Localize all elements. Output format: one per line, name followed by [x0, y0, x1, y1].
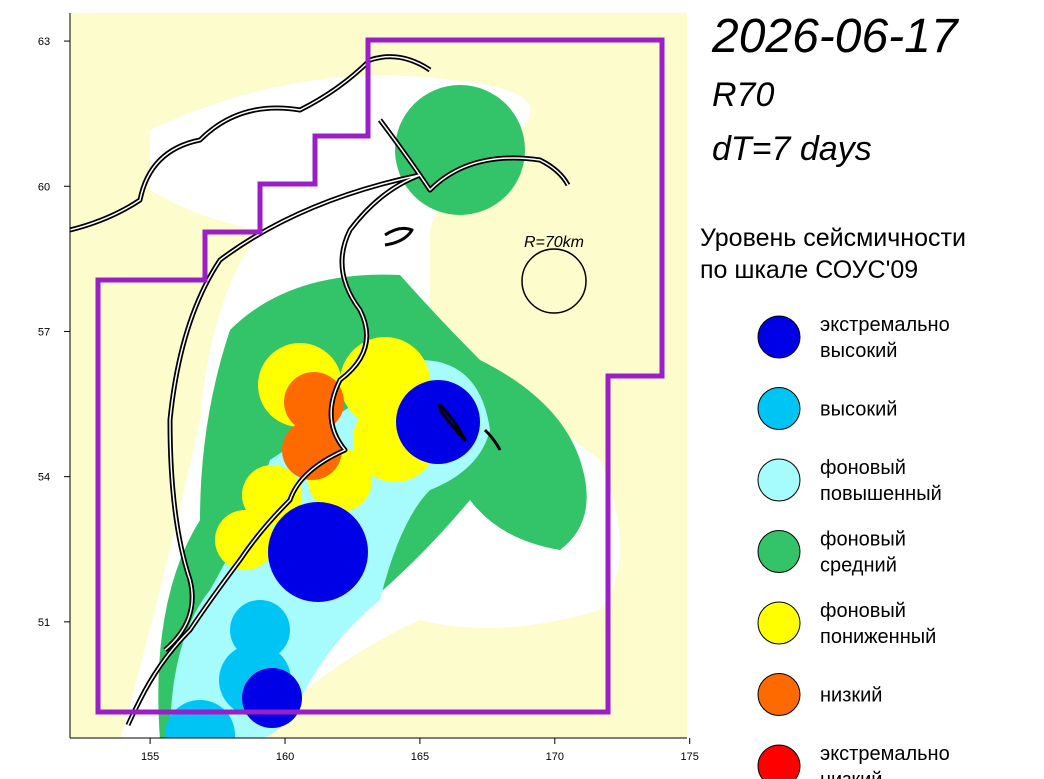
map: R=70km	[70, 13, 687, 738]
x-tick-label: 170	[546, 751, 564, 763]
legend-label: экстремально	[820, 314, 950, 336]
x-tick-label: 165	[411, 751, 429, 763]
legend-label: высокий	[820, 340, 897, 362]
y-tick-label: 57	[38, 326, 50, 338]
legend-label: фоновый	[820, 600, 906, 622]
legend-swatch	[757, 387, 801, 430]
legend-title: Уровень сейсмичности	[700, 224, 966, 252]
legend-swatch	[757, 458, 801, 502]
radius-circle	[521, 248, 587, 314]
y-tick-label: 63	[38, 36, 50, 48]
legend-label: фоновый	[820, 529, 906, 551]
date: 2026-06-17	[711, 10, 960, 63]
x-tick-label: 155	[141, 751, 159, 763]
radius-label: R=70km	[524, 234, 584, 251]
legend-label: экстремально	[820, 743, 950, 765]
axis-ticks: 155 160 165 170 175 63 60 57 54 51	[38, 36, 699, 763]
legend-swatch	[757, 601, 801, 645]
legend-title: по шкале СОУС'09	[700, 256, 918, 284]
radius-code: R70	[712, 76, 774, 114]
legend-label: пониженный	[820, 626, 936, 648]
zone	[395, 85, 525, 215]
legend-label: фоновый	[820, 457, 906, 479]
legend-swatch	[757, 530, 801, 573]
legend-label: низкий	[820, 769, 882, 779]
y-tick-label: 60	[38, 181, 50, 193]
legend-label: средний	[820, 555, 897, 577]
legend-label: повышенный	[820, 483, 942, 505]
y-tick-label: 51	[38, 617, 50, 629]
legend-label: высокий	[820, 399, 897, 421]
time-window: dT=7 days	[712, 130, 872, 168]
x-tick-label: 175	[681, 751, 699, 763]
legend-swatch	[757, 315, 801, 359]
y-tick-label: 54	[38, 472, 50, 484]
x-tick-label: 160	[276, 751, 294, 763]
coastline	[70, 54, 571, 726]
legend-label: низкий	[820, 685, 882, 707]
legend-swatch	[757, 673, 801, 716]
legend-swatch	[757, 744, 801, 779]
region-boundary	[95, 37, 665, 715]
legend: Уровень сейсмичности по шкале СОУС'09 экст…	[700, 224, 966, 779]
